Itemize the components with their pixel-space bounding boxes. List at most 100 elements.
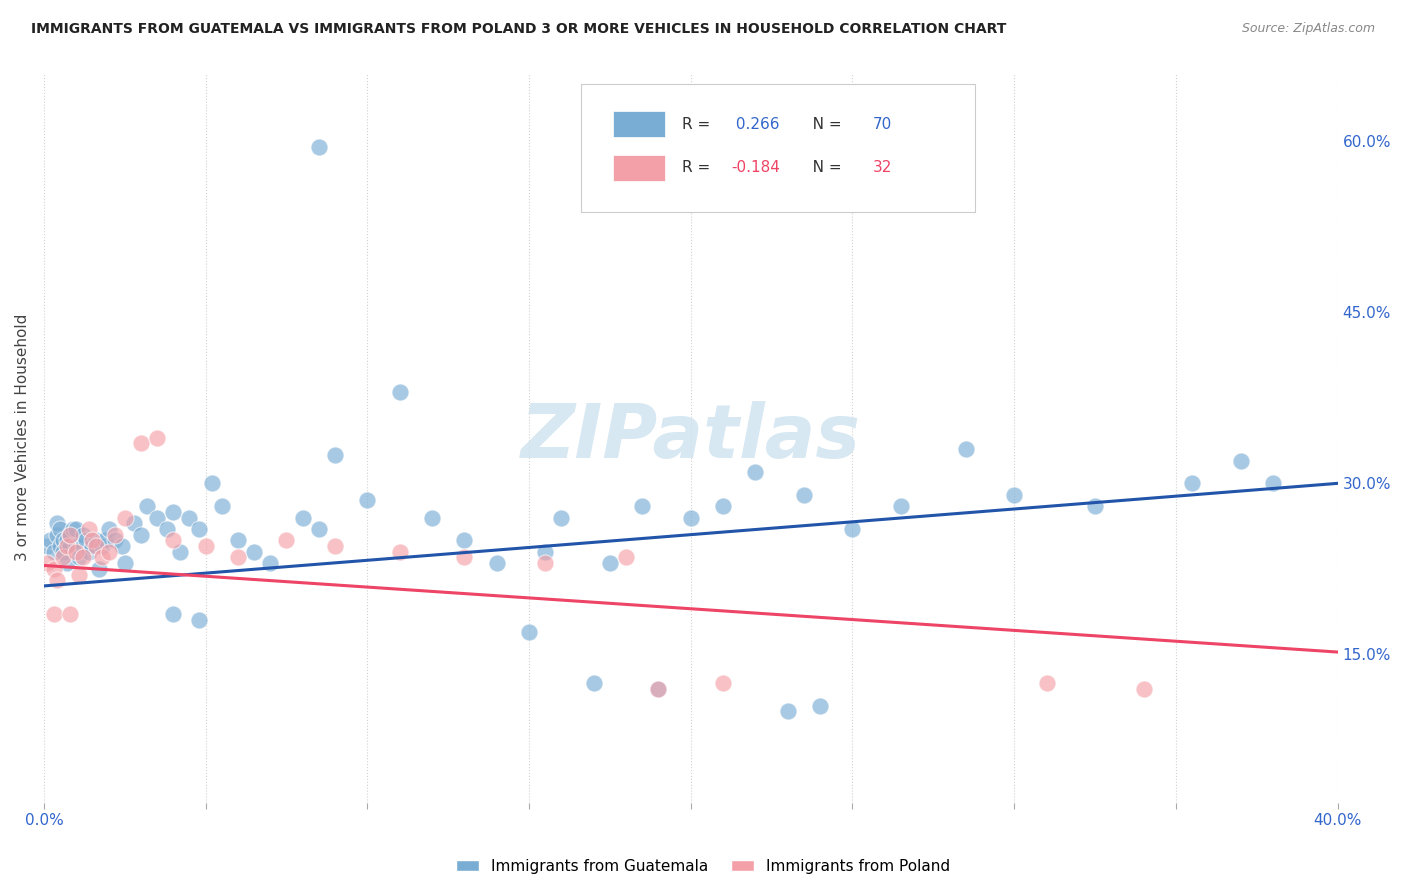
Point: [72, 550, 94, 565]
Text: 70: 70: [873, 117, 893, 131]
Text: IMMIGRANTS FROM GUATEMALA VS IMMIGRANTS FROM POLAND 3 OR MORE VEHICLES IN HOUSEH: IMMIGRANTS FROM GUATEMALA VS IMMIGRANTS …: [31, 22, 1007, 37]
Text: Source: ZipAtlas.com: Source: ZipAtlas.com: [1241, 22, 1375, 36]
Point: [52, 545, 75, 559]
Point: [55, 533, 77, 548]
FancyBboxPatch shape: [613, 111, 665, 137]
Point: [550, 510, 572, 524]
Point: [356, 493, 378, 508]
Point: [276, 533, 298, 548]
Text: R =: R =: [682, 161, 714, 176]
Point: [146, 431, 169, 445]
Point: [890, 499, 912, 513]
Point: [808, 698, 831, 713]
Point: [1084, 499, 1107, 513]
Point: [453, 550, 475, 565]
Text: 32: 32: [873, 161, 893, 176]
Point: [104, 533, 127, 548]
Point: [308, 522, 330, 536]
Point: [97, 522, 120, 536]
Point: [42, 607, 65, 622]
FancyBboxPatch shape: [613, 154, 665, 181]
Point: [45, 573, 67, 587]
Point: [49, 539, 72, 553]
Point: [243, 545, 266, 559]
Point: [65, 545, 87, 559]
Point: [84, 539, 107, 553]
Point: [955, 442, 977, 457]
Point: [388, 545, 411, 559]
Point: [72, 539, 94, 553]
Point: [110, 539, 132, 553]
Point: [55, 556, 77, 570]
FancyBboxPatch shape: [581, 84, 976, 211]
Text: R =: R =: [682, 117, 714, 131]
Text: ZIPatlas: ZIPatlas: [520, 401, 860, 475]
Point: [485, 556, 508, 570]
Point: [97, 545, 120, 559]
Point: [194, 539, 217, 553]
Point: [226, 533, 249, 548]
Point: [91, 539, 114, 553]
Point: [129, 436, 152, 450]
Point: [534, 556, 557, 570]
Point: [211, 499, 233, 513]
Point: [323, 539, 346, 553]
Point: [1229, 453, 1251, 467]
Point: [37, 539, 59, 553]
Point: [169, 545, 191, 559]
Point: [534, 545, 557, 559]
Point: [82, 539, 104, 553]
Point: [162, 607, 184, 622]
Point: [679, 510, 702, 524]
Point: [59, 539, 82, 553]
Point: [188, 613, 211, 627]
Point: [188, 522, 211, 536]
Point: [582, 676, 605, 690]
Point: [59, 527, 82, 541]
Point: [37, 556, 59, 570]
Text: N =: N =: [799, 161, 846, 176]
Point: [647, 681, 669, 696]
Point: [114, 556, 136, 570]
Point: [711, 676, 734, 690]
Point: [136, 499, 159, 513]
Legend: Immigrants from Guatemala, Immigrants from Poland: Immigrants from Guatemala, Immigrants fr…: [450, 853, 956, 880]
Point: [614, 550, 637, 565]
Text: 0.266: 0.266: [731, 117, 779, 131]
Point: [62, 522, 84, 536]
Point: [65, 539, 87, 553]
Point: [45, 527, 67, 541]
Point: [59, 607, 82, 622]
Point: [201, 476, 224, 491]
Text: N =: N =: [799, 117, 846, 131]
Point: [45, 516, 67, 531]
Point: [55, 539, 77, 553]
Point: [793, 488, 815, 502]
Point: [711, 499, 734, 513]
Point: [82, 533, 104, 548]
Point: [77, 522, 100, 536]
Point: [124, 516, 146, 531]
Point: [776, 704, 799, 718]
Point: [1002, 488, 1025, 502]
Point: [72, 527, 94, 541]
Point: [1261, 476, 1284, 491]
Point: [77, 545, 100, 559]
Point: [65, 522, 87, 536]
Point: [91, 550, 114, 565]
Point: [259, 556, 281, 570]
Point: [453, 533, 475, 548]
Point: [517, 624, 540, 639]
Point: [179, 510, 201, 524]
Point: [59, 527, 82, 541]
Point: [226, 550, 249, 565]
Point: [631, 499, 654, 513]
Text: -0.184: -0.184: [731, 161, 780, 176]
Point: [84, 533, 107, 548]
Point: [42, 562, 65, 576]
Point: [129, 527, 152, 541]
Point: [87, 562, 110, 576]
Point: [75, 533, 97, 548]
Point: [114, 510, 136, 524]
Point: [42, 545, 65, 559]
